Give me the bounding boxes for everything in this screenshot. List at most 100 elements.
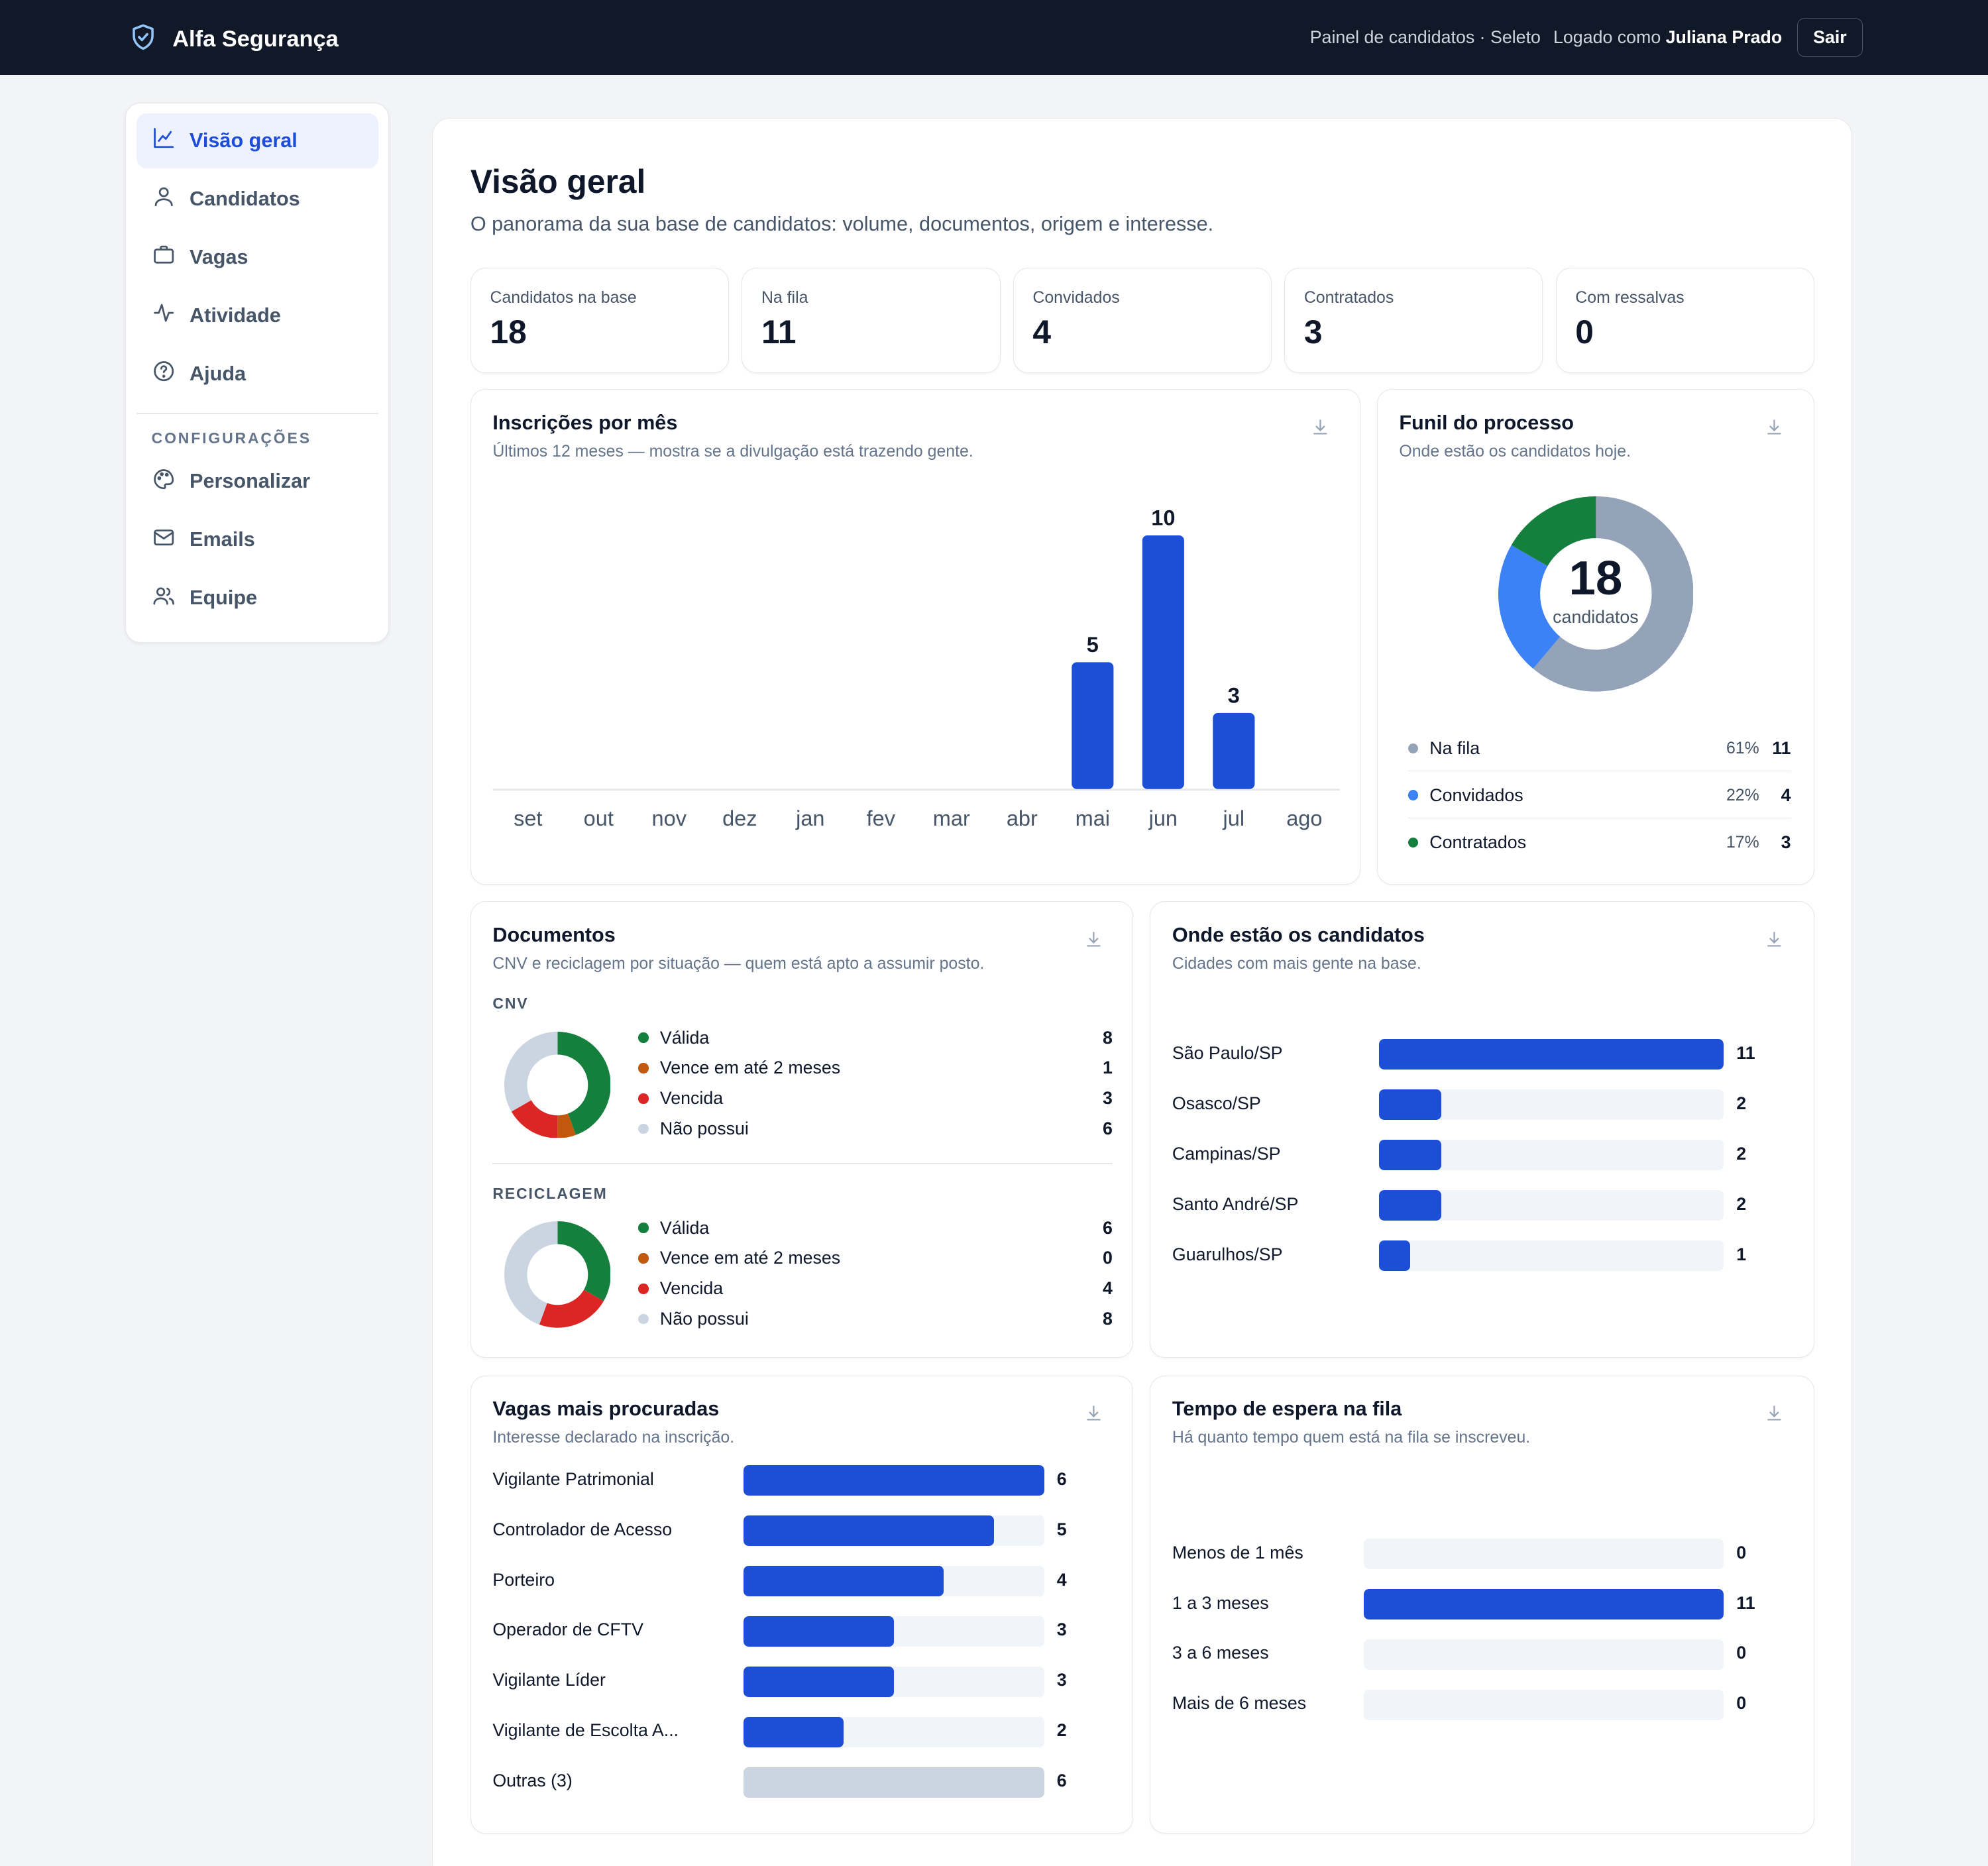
legend-swatch xyxy=(638,1284,649,1294)
bar-guarulhos-sp xyxy=(1378,1240,1411,1271)
shield-check-icon xyxy=(129,22,157,58)
bar-santo-andre-sp xyxy=(1378,1189,1442,1221)
download-icon[interactable] xyxy=(1765,930,1783,948)
legend-value: 6 xyxy=(1103,1119,1113,1139)
bar-label-santo-andre-sp: Santo André/SP xyxy=(1172,1193,1299,1214)
bar-label-sao-paulo-sp: São Paulo/SP xyxy=(1172,1042,1283,1063)
bar-value-menos-de-1-mes: 0 xyxy=(1736,1542,1747,1563)
bar-label-outras-3: Outras (3) xyxy=(492,1771,573,1791)
sidebar-item-personalizar[interactable]: Personalizar xyxy=(137,455,378,509)
mail-icon xyxy=(152,525,176,555)
kpi-value: 0 xyxy=(1575,313,1594,351)
sidebar-item-atividade[interactable]: Atividade xyxy=(137,288,378,343)
sidebar-item-label: Vagas xyxy=(190,245,248,268)
bar-vigilante-de-escolta-a xyxy=(744,1716,844,1747)
bar-label-guarulhos-sp: Guarulhos/SP xyxy=(1172,1244,1283,1264)
slice-vence-em-ate-2-meses xyxy=(557,1113,576,1138)
bar-track-santo-andre-sp xyxy=(1378,1189,1724,1221)
tick-label-jul: jul xyxy=(1222,807,1244,831)
bar-operador-de-cftv xyxy=(744,1616,894,1647)
card-subtitle: CNV e reciclagem por situação — quem est… xyxy=(492,954,985,973)
sidebar-item-label: Equipe xyxy=(190,586,258,610)
legend-swatch xyxy=(1408,837,1419,848)
slice-nao-possui xyxy=(504,1031,557,1112)
bar-value-outras-3: 6 xyxy=(1056,1771,1067,1791)
card-title: Funil do processo xyxy=(1399,411,1574,434)
legend-name: Vencida xyxy=(659,1278,724,1299)
sidebar-item-candidatos[interactable]: Candidatos xyxy=(137,172,378,226)
bar-label-osasco-sp: Osasco/SP xyxy=(1172,1093,1261,1113)
reciclagem-legend-vencida: Vencida 4 xyxy=(638,1276,1113,1301)
sidebar-item-label: Atividade xyxy=(190,303,281,327)
bar-jul xyxy=(1213,713,1255,790)
sidebar-item-label: Personalizar xyxy=(190,470,311,493)
legend-name: Vencida xyxy=(659,1088,724,1109)
kpi-convidados: Convidados 4 xyxy=(1013,267,1272,373)
funnel-legend-convidados: Convidados 22% 4 xyxy=(1408,773,1791,819)
cnv-legend-nao-possui: Não possui 6 xyxy=(638,1117,1113,1142)
sidebar-item-emails[interactable]: Emails xyxy=(137,513,378,567)
chart-line-icon xyxy=(152,126,176,155)
kpi-value: 11 xyxy=(761,313,797,351)
bar-osasco-sp xyxy=(1378,1089,1442,1120)
card-title: Inscrições por mês xyxy=(492,411,678,434)
kpi-na-fila: Na fila 11 xyxy=(742,267,1001,373)
card-cidades: Onde estão os candidatos Cidades com mai… xyxy=(1150,901,1814,1358)
legend-value: 1 xyxy=(1103,1058,1113,1078)
bar-label-3-a-6-meses: 3 a 6 meses xyxy=(1172,1643,1269,1663)
brand[interactable]: Alfa Segurança xyxy=(129,22,339,58)
funnel-legend-na-fila: Na fila 61% 11 xyxy=(1408,726,1791,772)
download-icon[interactable] xyxy=(1311,417,1329,435)
legend-swatch xyxy=(638,1093,649,1104)
download-icon[interactable] xyxy=(1765,1404,1783,1422)
bar-track-vigilante-lider xyxy=(744,1666,1044,1697)
download-icon[interactable] xyxy=(1765,417,1783,435)
bar-track-guarulhos-sp xyxy=(1378,1240,1724,1271)
funnel-legend-contratados: Contratados 17% 3 xyxy=(1408,820,1791,865)
bar-vigilante-lider xyxy=(744,1666,894,1697)
reciclagem-section-label: RECICLAGEM xyxy=(492,1185,608,1202)
top-right: Painel de candidatos · Seleto Logado com… xyxy=(1309,17,1863,58)
logout-button[interactable]: Sair xyxy=(1797,17,1863,58)
sidebar-item-label: Visão geral xyxy=(190,129,298,152)
context-label: Painel de candidatos · Seleto xyxy=(1309,27,1541,47)
legend-swatch xyxy=(638,1032,649,1043)
slice-convidados xyxy=(1498,545,1560,669)
user-name: Juliana Prado xyxy=(1665,27,1783,47)
card-title: Onde estão os candidatos xyxy=(1172,923,1425,946)
sidebar-item-vagas[interactable]: Vagas xyxy=(137,230,378,284)
reciclagem-legend-valida: Válida 6 xyxy=(638,1215,1113,1240)
kpi-label: Convidados xyxy=(1032,288,1120,307)
bar-mai xyxy=(1072,662,1114,790)
bar-outras-3 xyxy=(744,1767,1044,1798)
user-icon xyxy=(152,184,176,213)
legend-pct: 17% xyxy=(1726,832,1759,851)
card-inscricoes: Inscrições por mês Últimos 12 meses — mo… xyxy=(470,389,1360,885)
sidebar-item-ajuda[interactable]: Ajuda xyxy=(137,347,378,401)
kpi-label: Na fila xyxy=(761,288,808,307)
sidebar-section-label: CONFIGURAÇÕES xyxy=(151,429,311,447)
download-icon[interactable] xyxy=(1085,1404,1103,1422)
tick-label-nov: nov xyxy=(651,807,687,831)
legend-pct: 61% xyxy=(1726,738,1759,757)
bar-label-mais-de-6-meses: Mais de 6 meses xyxy=(1172,1693,1307,1714)
legend-pct: 22% xyxy=(1726,785,1759,804)
legend-value: 0 xyxy=(1103,1248,1113,1268)
brand-name: Alfa Segurança xyxy=(172,27,339,52)
sidebar-item-equipe[interactable]: Equipe xyxy=(137,571,378,626)
bar-campinas-sp xyxy=(1378,1139,1442,1170)
users-icon xyxy=(152,584,176,613)
page-title: Visão geral xyxy=(470,162,646,200)
slice-contratados xyxy=(1511,496,1596,567)
cnv-legend-valida: Válida 8 xyxy=(638,1025,1113,1050)
sidebar-item-visao-geral[interactable]: Visão geral xyxy=(136,113,379,168)
download-icon[interactable] xyxy=(1085,930,1103,948)
cnv-donut-chart xyxy=(504,1031,611,1138)
slice-na-fila xyxy=(1533,496,1694,692)
bar-label-vigilante-patrimonial: Vigilante Patrimonial xyxy=(492,1468,654,1489)
bar-value-vigilante-de-escolta-a: 2 xyxy=(1056,1720,1067,1741)
sidebar-item-label: Candidatos xyxy=(190,187,300,210)
legend-swatch xyxy=(638,1124,649,1134)
cnv-section-label: CNV xyxy=(492,995,529,1012)
